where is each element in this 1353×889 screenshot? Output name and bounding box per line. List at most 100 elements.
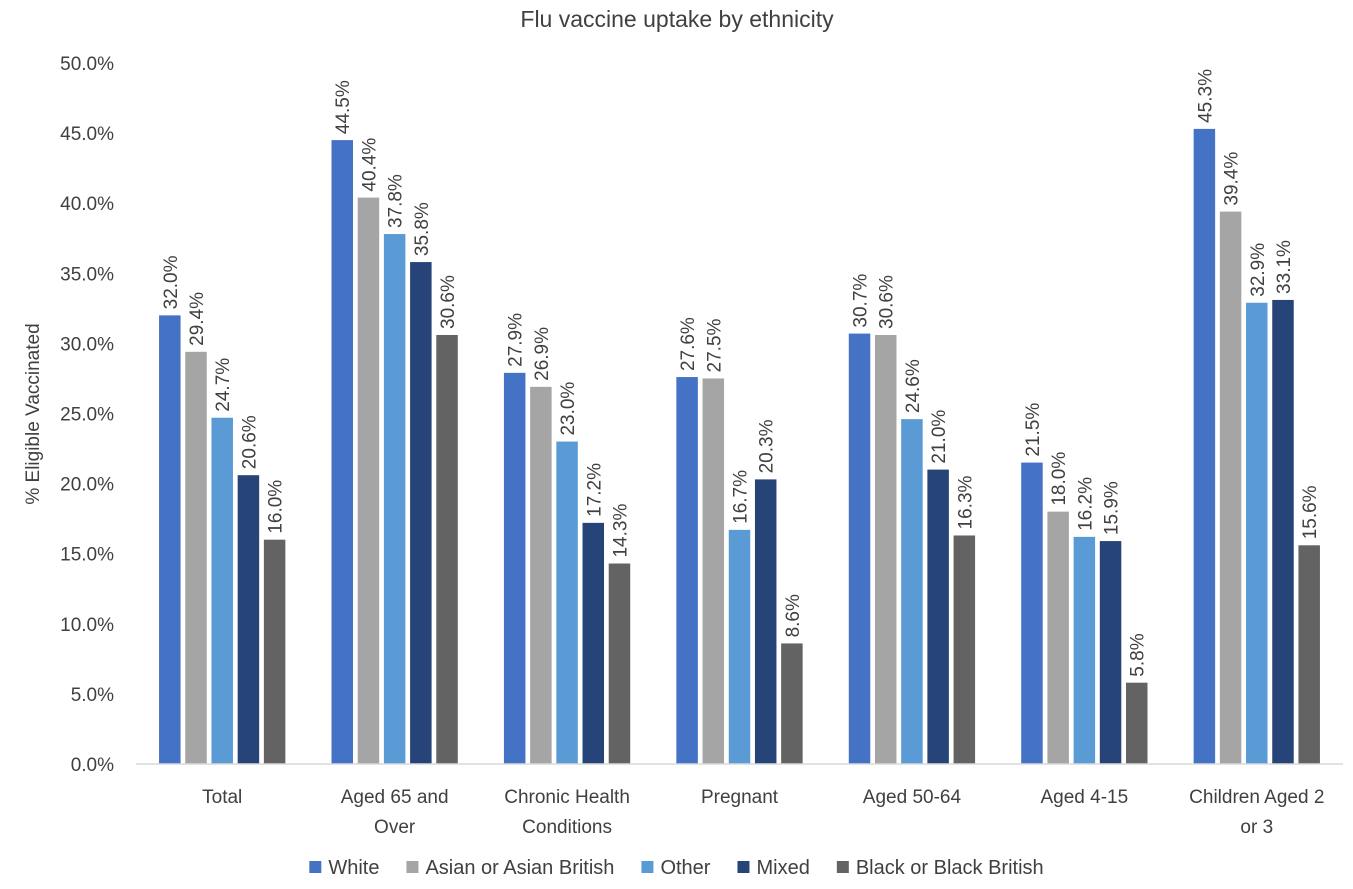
data-label: 16.3% — [955, 475, 976, 529]
data-label: 24.7% — [213, 358, 234, 412]
legend-label: Black or Black British — [856, 857, 1044, 879]
bar — [953, 535, 976, 764]
category-label: Conditions — [522, 817, 612, 838]
data-label: 30.7% — [851, 274, 872, 328]
data-label: 17.2% — [584, 463, 605, 517]
data-label: 5.8% — [1128, 633, 1149, 676]
category-label: Aged 4-15 — [1041, 787, 1129, 808]
legend-swatch — [737, 861, 750, 873]
bar — [874, 334, 897, 764]
data-label: 15.6% — [1300, 485, 1321, 539]
bar — [728, 529, 751, 764]
bar — [159, 315, 181, 764]
legend-label: Mixed — [756, 857, 809, 879]
y-tick-label: 45.0% — [60, 124, 114, 145]
bar — [1219, 211, 1242, 764]
bars — [159, 128, 1320, 765]
bar — [410, 262, 432, 764]
data-labels: 32.0%29.4%24.7%20.6% 16.0% 44.5%40.4% 37.8%… — [161, 69, 1321, 677]
category-label: or 3 — [1240, 817, 1273, 838]
y-axis-title: % Eligible Vaccinated — [23, 323, 44, 504]
category-labels: Total Aged 65 and Over Chronic Health Condit… — [202, 787, 1324, 838]
legend-item: Black or Black British — [836, 857, 1044, 879]
y-tick-label: 40.0% — [60, 194, 114, 215]
category-label: Aged 65 and — [341, 787, 449, 808]
bar — [530, 386, 552, 764]
y-tick-label: 20.0% — [60, 475, 114, 496]
data-label: 8.6% — [783, 594, 804, 637]
bar — [211, 417, 233, 764]
bar — [608, 563, 631, 764]
data-label: 29.4% — [187, 292, 208, 346]
data-label: 27.9% — [506, 313, 527, 367]
data-label: 37.8% — [386, 174, 407, 228]
bar — [1073, 536, 1096, 764]
y-tick-label: 5.0% — [71, 685, 114, 706]
bar — [1099, 541, 1122, 764]
data-label: 32.0% — [161, 255, 182, 309]
bar — [676, 377, 698, 764]
y-tick-label: 15.0% — [60, 545, 114, 566]
bar — [503, 372, 526, 764]
legend-item: Mixed — [737, 857, 810, 879]
bar — [702, 378, 725, 764]
legend-label: Asian or Asian British — [425, 857, 614, 879]
bar — [331, 140, 353, 765]
category-label: Children Aged 2 — [1189, 787, 1324, 808]
data-label: 30.6% — [877, 275, 898, 329]
y-tick-label: 10.0% — [60, 615, 114, 636]
data-label: 30.6% — [438, 275, 459, 329]
bar — [1193, 128, 1216, 765]
data-label: 32.9% — [1248, 243, 1269, 297]
legend-label: Other — [660, 857, 710, 879]
data-label: 18.0% — [1049, 452, 1070, 506]
data-label: 21.5% — [1023, 403, 1044, 457]
bar — [436, 334, 458, 764]
data-label: 24.6% — [903, 359, 924, 413]
data-label: 44.5% — [333, 80, 354, 134]
data-label: 20.3% — [757, 419, 778, 473]
legend: White Asian or Asian British Other Mixed Bla… — [309, 857, 1044, 879]
data-label: 14.3% — [610, 504, 631, 558]
bar — [1021, 462, 1043, 764]
category-label: Over — [374, 817, 416, 838]
bar — [848, 333, 871, 764]
y-axis-ticks: 0.0% 5.0% 10.0% 15.0% 20.0% 25.0% 30.0% 35.0% 40… — [60, 54, 114, 776]
data-label: 16.0% — [266, 480, 287, 534]
bar — [1272, 299, 1294, 764]
category-label: Chronic Health — [504, 787, 630, 808]
legend-item: Asian or Asian British — [406, 857, 614, 879]
legend-swatch — [836, 861, 849, 873]
category-label: Pregnant — [701, 787, 779, 808]
y-tick-label: 25.0% — [60, 405, 114, 426]
data-label: 15.9% — [1102, 481, 1123, 535]
bar — [901, 419, 923, 764]
chart-title: Flu vaccine uptake by ethnicity — [520, 6, 834, 32]
bar — [383, 234, 406, 764]
bar — [754, 479, 777, 764]
data-label: 26.9% — [532, 327, 553, 381]
data-label: 35.8% — [412, 202, 433, 256]
data-label: 27.6% — [678, 317, 699, 371]
data-label: 33.1% — [1274, 240, 1295, 294]
y-tick-label: 50.0% — [60, 54, 114, 75]
y-tick-label: 35.0% — [60, 264, 114, 285]
bar — [263, 539, 286, 764]
data-label: 40.4% — [359, 138, 380, 192]
data-label: 27.5% — [704, 318, 725, 372]
bar — [582, 522, 605, 764]
category-label: Total — [202, 787, 242, 808]
bar — [1047, 511, 1069, 764]
category-label: Aged 50-64 — [863, 787, 962, 808]
bar — [781, 643, 803, 764]
bar — [927, 469, 949, 764]
legend-label: White — [328, 857, 379, 879]
bar — [1126, 682, 1148, 764]
data-label: 20.6% — [239, 415, 260, 469]
data-label: 16.2% — [1075, 477, 1096, 531]
bar — [237, 475, 260, 764]
bar — [556, 441, 578, 764]
data-label: 21.0% — [929, 410, 950, 464]
